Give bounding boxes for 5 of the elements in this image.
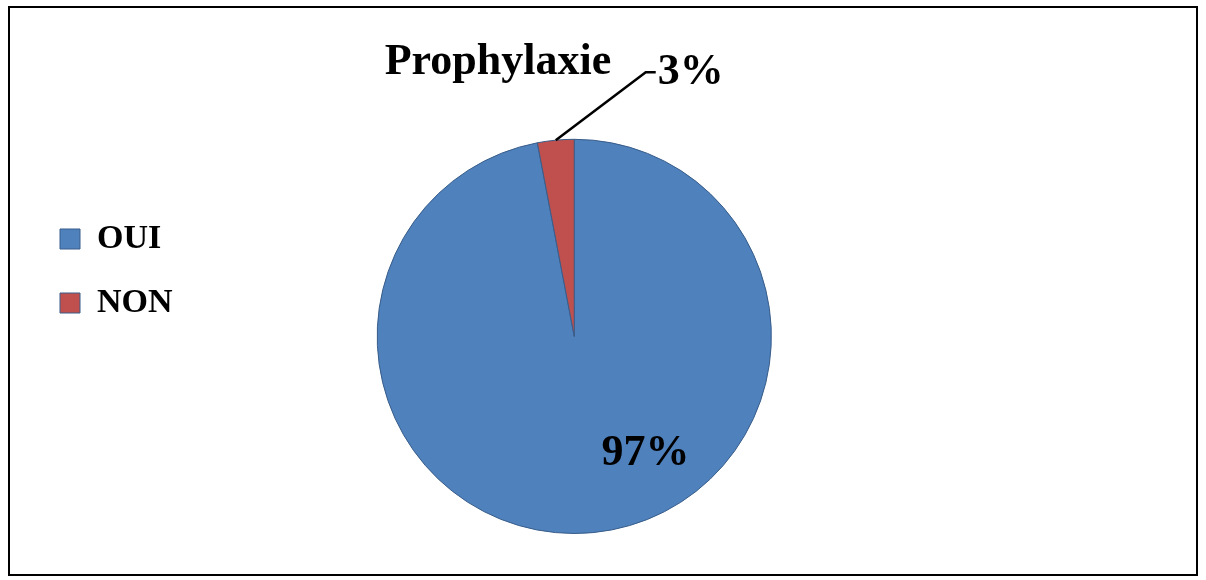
data-label: 97% <box>601 426 690 476</box>
legend-label: NON <box>97 281 173 319</box>
chart-title: Prophylaxie <box>384 34 612 84</box>
legend-label: OUI <box>97 217 162 255</box>
data-label: 3% <box>657 44 724 94</box>
